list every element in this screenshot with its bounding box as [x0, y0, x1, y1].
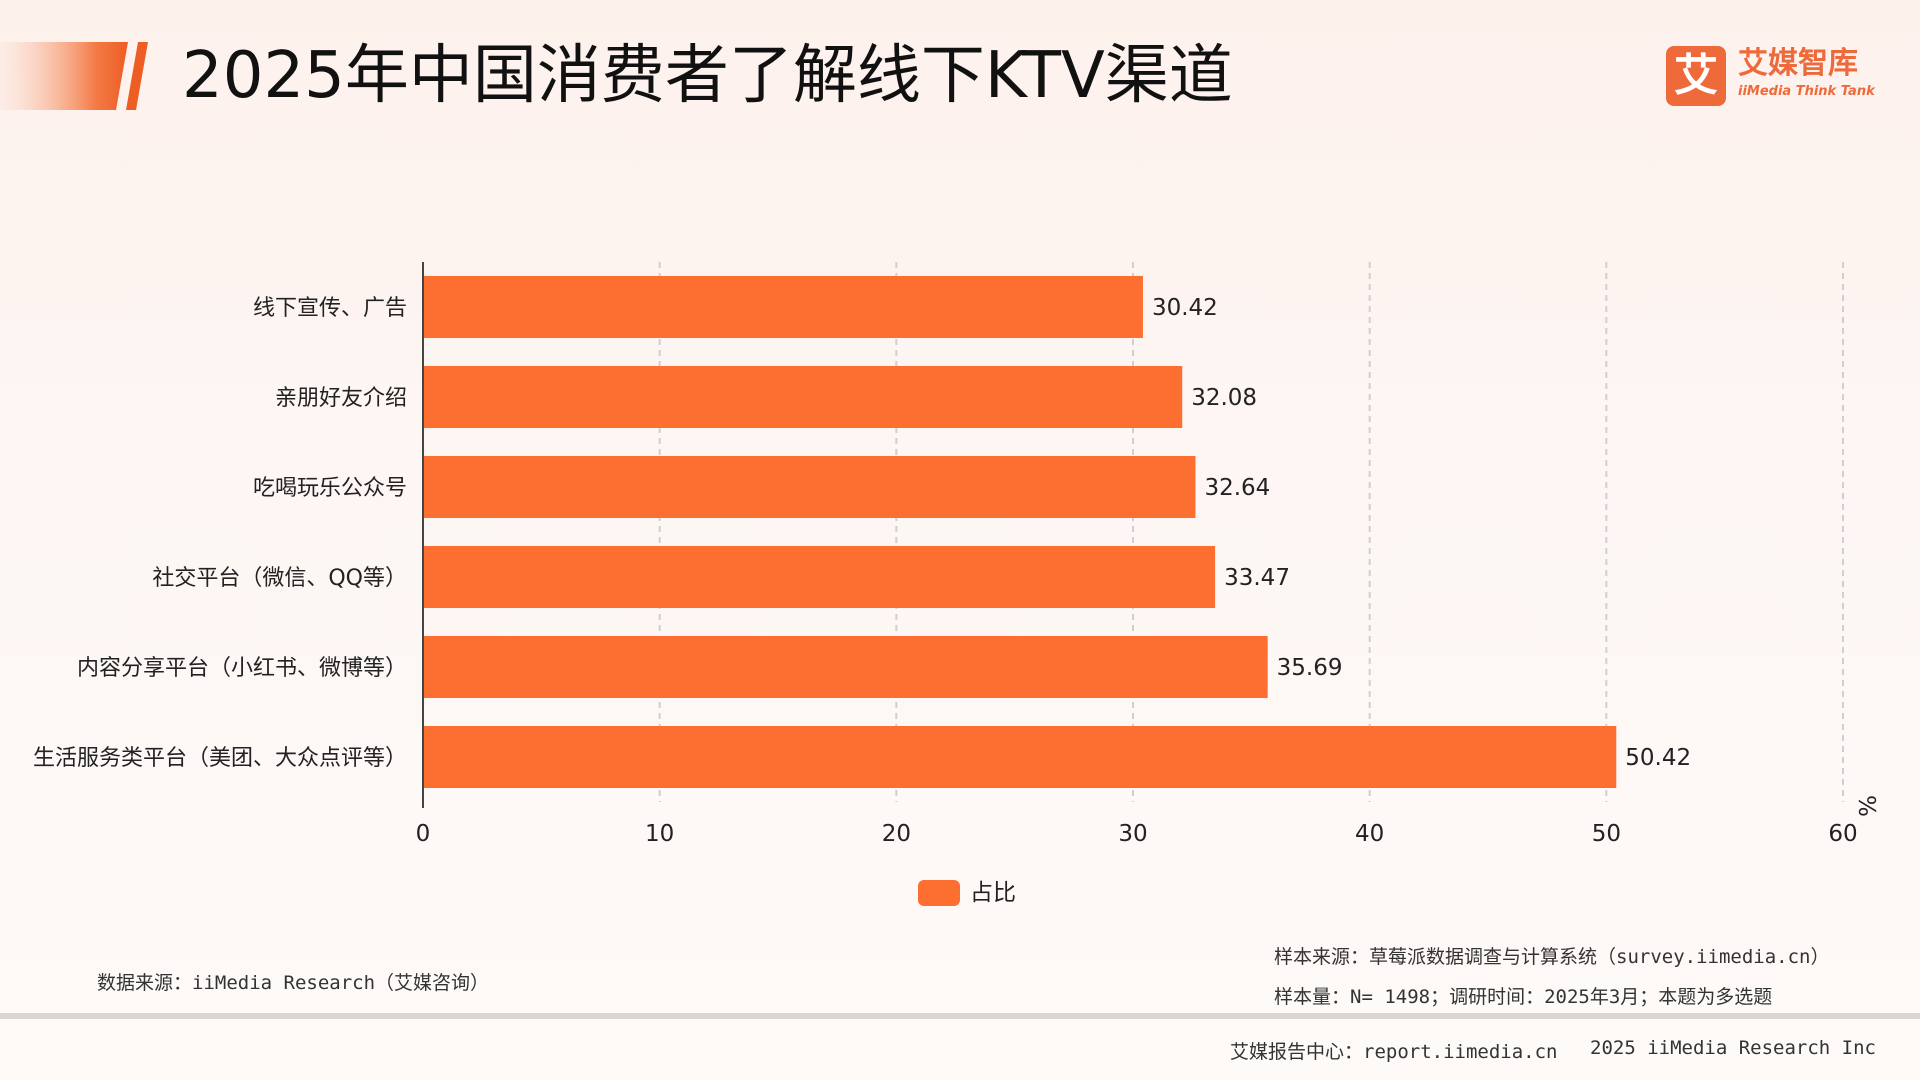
copyright: 2025 iiMedia Research Inc	[1590, 1037, 1876, 1059]
category-label: 内容分享平台（小红书、微博等）	[77, 656, 407, 681]
x-tick-label: 60	[1828, 821, 1857, 847]
logo-subtitle: iiMedia Think Tank	[1738, 84, 1875, 99]
logo-name: 艾媒智库	[1738, 46, 1858, 81]
bar	[424, 276, 1143, 338]
x-tick-label: 10	[645, 821, 674, 847]
data-label: 32.08	[1191, 385, 1257, 411]
x-tick-label: 50	[1592, 821, 1621, 847]
sample-source: 样本来源：草莓派数据调查与计算系统（survey.iimedia.cn）	[1274, 946, 1830, 968]
bar	[424, 636, 1268, 698]
bar-layer	[424, 276, 1617, 788]
x-tick-label: 30	[1118, 821, 1147, 847]
page-title: 2025年中国消费者了解线下KTV渠道	[182, 39, 1233, 113]
bar	[424, 366, 1183, 428]
bar	[424, 546, 1216, 608]
x-axis-unit: %	[1856, 795, 1882, 817]
x-tick-label: 0	[416, 821, 431, 847]
data-label: 35.69	[1277, 655, 1343, 681]
data-label: 50.42	[1625, 745, 1691, 771]
legend-swatch	[918, 880, 960, 906]
x-tick-label: 20	[882, 821, 911, 847]
label-layer: 0 10 20 30 40 50 60% 线下宣传、广告 30.42 亲朋好友介绍 32.08 吃喝玩…	[33, 295, 1882, 847]
bar	[424, 456, 1196, 518]
sample-size: 样本量：N= 1498；调研时间：2025年3月；本题为多选题	[1274, 986, 1773, 1008]
x-tick-label: 40	[1355, 821, 1384, 847]
footer-divider	[0, 1013, 1920, 1019]
grid-layer	[658, 262, 1844, 802]
data-source: 数据来源：iiMedia Research（艾媒咨询）	[97, 972, 490, 994]
category-label: 吃喝玩乐公众号	[253, 476, 407, 501]
category-label: 社交平台（微信、QQ等）	[152, 566, 407, 591]
category-label: 亲朋好友介绍	[275, 386, 407, 411]
data-label: 30.42	[1152, 295, 1218, 321]
data-label: 33.47	[1224, 565, 1290, 591]
brand-logo: 艾 艾媒智库 iiMedia Think Tank	[1666, 46, 1875, 108]
category-label: 线下宣传、广告	[253, 296, 407, 321]
title-accent-stripe	[0, 42, 148, 110]
legend-label: 占比	[970, 880, 1016, 906]
report-center: 艾媒报告中心：report.iimedia.cn	[1230, 1041, 1558, 1063]
bar	[424, 726, 1617, 788]
category-label: 生活服务类平台（美团、大众点评等）	[33, 746, 407, 771]
data-label: 32.64	[1204, 475, 1270, 501]
logo-icon: 艾	[1666, 46, 1726, 106]
